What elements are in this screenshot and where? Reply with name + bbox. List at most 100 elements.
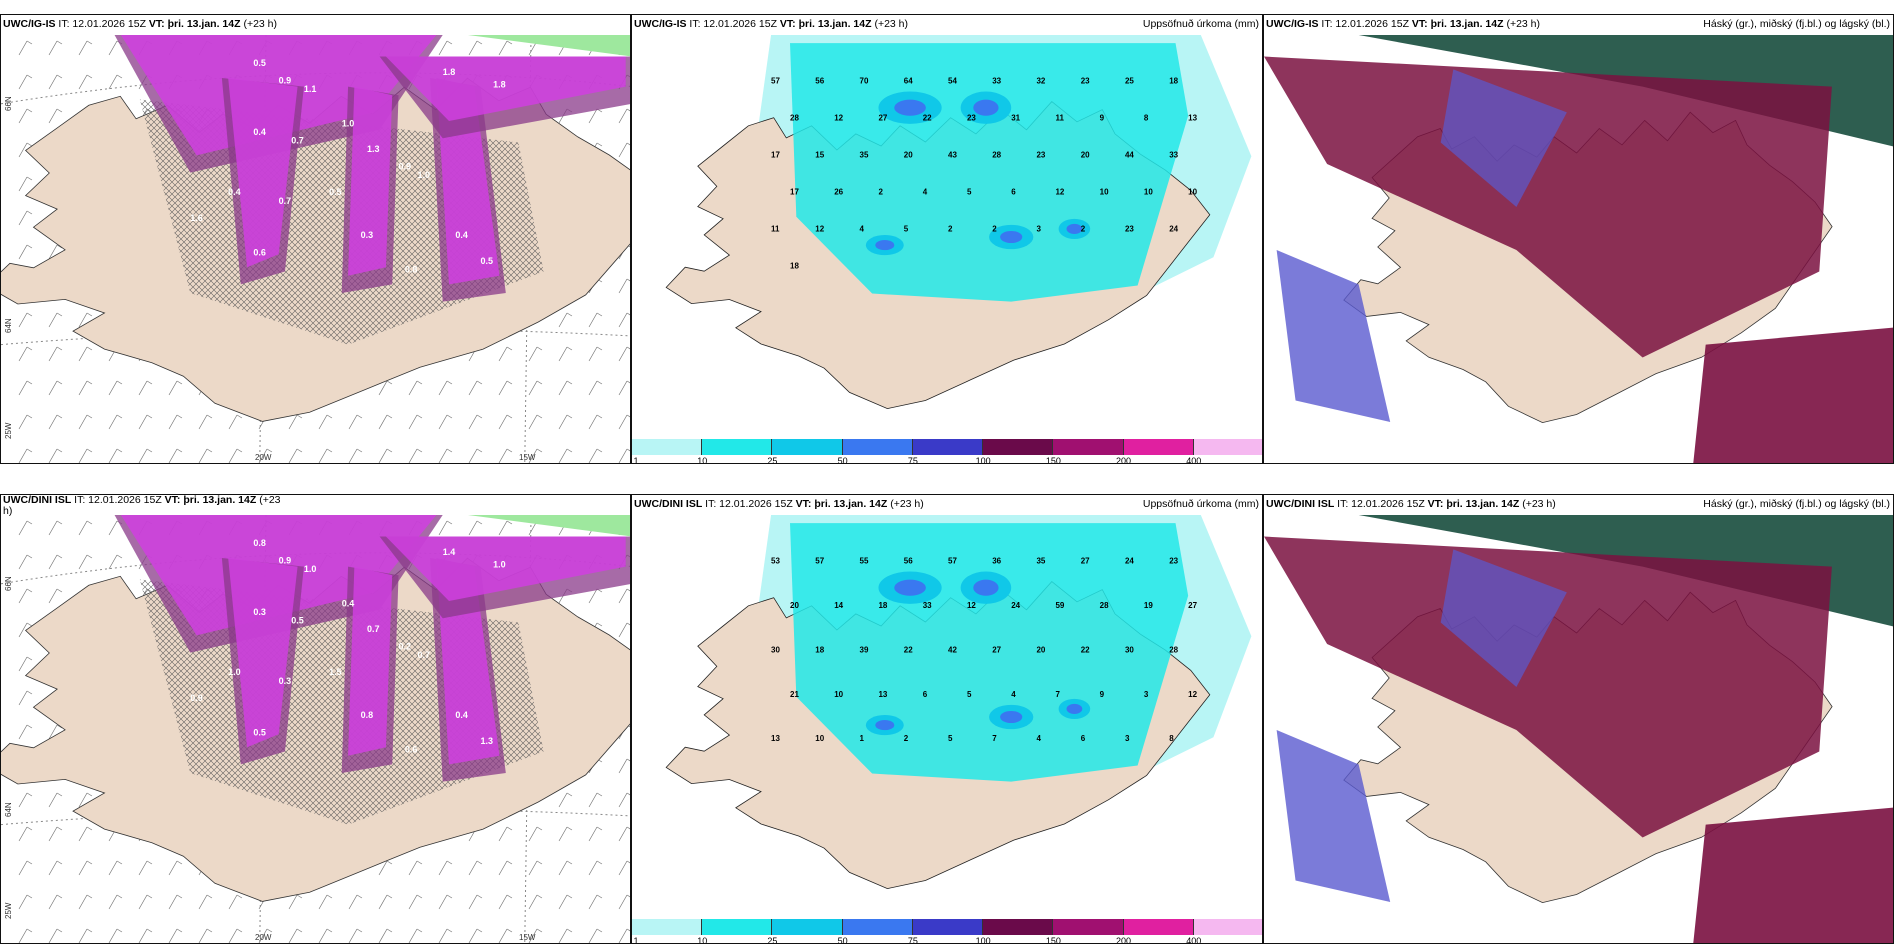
mid-cloud	[1264, 536, 1832, 838]
precip-value-label: 2	[1081, 225, 1086, 234]
panel-title: UWC/DINI ISL IT: 12.01.2026 15Z VT: þri.…	[634, 498, 924, 510]
colorbar-tick-label: 100	[975, 456, 991, 464]
precip-value-label: 32	[1036, 76, 1045, 85]
precip-value-label: 27	[1188, 601, 1197, 610]
snow-value-label: 0.3	[253, 607, 266, 617]
precip-value-label: 8	[1144, 114, 1149, 123]
snow-value-label: 0.4	[455, 710, 468, 720]
precip-value-label: 4	[860, 225, 865, 234]
panel-subtitle: Háský (gr.), miðský (fj.bl.) og lágský (…	[1703, 498, 1890, 510]
snow-band	[348, 566, 393, 756]
colorbar-swatch	[772, 919, 843, 935]
precip-colorbar: 1 10 25 50 75 100 150 200 400	[632, 917, 1262, 943]
snow-value-label: 0.9	[399, 161, 412, 171]
precip-50-75	[973, 99, 999, 116]
precip-value-label: 23	[1036, 151, 1045, 160]
colorbar-tick-label: 75	[907, 456, 918, 464]
colorbar-swatch	[1053, 439, 1124, 455]
precip-value-label: 19	[1144, 601, 1153, 610]
high-cloud	[1358, 515, 1893, 627]
colorbar-tick-label: 150	[1045, 936, 1061, 944]
colorbar-swatch	[983, 919, 1054, 935]
precip-value-label: 55	[860, 556, 869, 565]
snow-value-label: 0.8	[253, 538, 266, 548]
snow-value-label: 0.4	[253, 127, 266, 137]
low-cloud	[1276, 730, 1391, 902]
precip-value-label: 24	[1125, 556, 1134, 565]
lon-label-15w: 15W	[519, 453, 536, 462]
precip-value-label: 3	[1036, 225, 1041, 234]
precip-value-label: 10	[1100, 188, 1109, 197]
snow-value-label: 0.6	[405, 745, 418, 755]
precip-value-label: 2	[992, 225, 997, 234]
precip-value-label: 3	[1144, 690, 1149, 699]
precip-value-label: 20	[1081, 151, 1090, 160]
colorbar-tick-label: 1	[633, 936, 639, 944]
precip-value-label: 53	[771, 556, 780, 565]
precip-value-label: 4	[923, 188, 928, 197]
snow-value-label: 1.0	[228, 667, 241, 677]
snow-band	[348, 86, 393, 276]
colorbar-swatch	[702, 439, 773, 455]
precip-value-label: 28	[992, 151, 1001, 160]
precip-value-label: 4	[1036, 734, 1041, 743]
precip-value-label: 6	[1081, 734, 1086, 743]
low-cloud	[1440, 549, 1567, 687]
precip-value-label: 18	[878, 601, 887, 610]
colorbar-tick-label: 10	[697, 936, 708, 944]
lon-label-20w: 20W	[255, 933, 272, 942]
precip-50-75	[894, 99, 926, 116]
precip-value-label: 27	[1081, 556, 1090, 565]
snow-value-label: 0.9	[190, 693, 203, 703]
precip-value-label: 2	[878, 188, 883, 197]
colorbar-tick-label: 50	[837, 456, 848, 464]
precip-value-label: 28	[1169, 645, 1178, 654]
lon-label-25w: 25W	[4, 902, 13, 919]
precip-value-label: 2	[904, 734, 909, 743]
colorbar-swatch	[632, 439, 703, 455]
precip-value-label: 8	[1169, 734, 1174, 743]
precip-50-75	[1066, 703, 1083, 714]
panel-title: UWC/IG-IS IT: 12.01.2026 15Z VT: þri. 13…	[3, 18, 278, 30]
snow-map-2: 0.8 0.9 1.0 1.4 1.0 0.3 0.5 0.4 0.7 0.2 1.0 0.3 1.5 0…	[1, 515, 630, 943]
precip-value-label: 57	[771, 76, 780, 85]
precip-value-label: 28	[790, 114, 799, 123]
lat-label-66n: 66N	[4, 576, 13, 591]
snow-band	[228, 558, 298, 748]
precip-value-label: 35	[860, 151, 869, 160]
colorbar-tick-label: 10	[697, 456, 708, 464]
precip-value-label: 23	[1125, 225, 1134, 234]
precip-value-label: 12	[1055, 188, 1064, 197]
lon-label-20w: 20W	[255, 453, 272, 462]
precip-value-label: 44	[1125, 151, 1134, 160]
precip-50-75	[875, 720, 895, 731]
colorbar-swatch	[1193, 919, 1262, 935]
colorbar-tick-label: 100	[975, 936, 991, 944]
snow-value-label: 1.0	[493, 560, 506, 570]
colorbar-tick-label: 1	[633, 456, 639, 464]
snow-value-label: 0.9	[279, 75, 292, 85]
panel-title: UWC/DINI ISL IT: 12.01.2026 15Z VT: þri.…	[1266, 498, 1556, 510]
precip-value-label: 17	[771, 151, 780, 160]
precip-value-label: 33	[923, 601, 932, 610]
precip-value-label: 22	[1081, 645, 1090, 654]
precip-value-label: 42	[948, 645, 957, 654]
precip-value-label: 30	[771, 645, 780, 654]
precip-value-label: 18	[1169, 76, 1178, 85]
snow-value-label: 0.3	[279, 676, 292, 686]
snow-value-label: 0.4	[228, 187, 241, 197]
colorbar-tick-label: 200	[1116, 936, 1132, 944]
precip-value-label: 15	[815, 151, 824, 160]
precip-value-label: 2	[948, 225, 953, 234]
green-region	[467, 515, 630, 537]
precip-value-label: 5	[967, 690, 972, 699]
precip-value-label: 9	[1100, 690, 1105, 699]
cloud-map-2	[1264, 515, 1893, 943]
panel-title: UWC/DINI ISL IT: 12.01.2026 15Z VT: þri.…	[3, 494, 281, 517]
snow-value-label: 1.3	[481, 736, 494, 746]
precip-value-label: 12	[815, 225, 824, 234]
precip-value-label: 7	[1055, 690, 1060, 699]
precip-value-label: 28	[1100, 601, 1109, 610]
precip-value-label: 12	[834, 114, 843, 123]
precip-50-75	[875, 240, 895, 251]
